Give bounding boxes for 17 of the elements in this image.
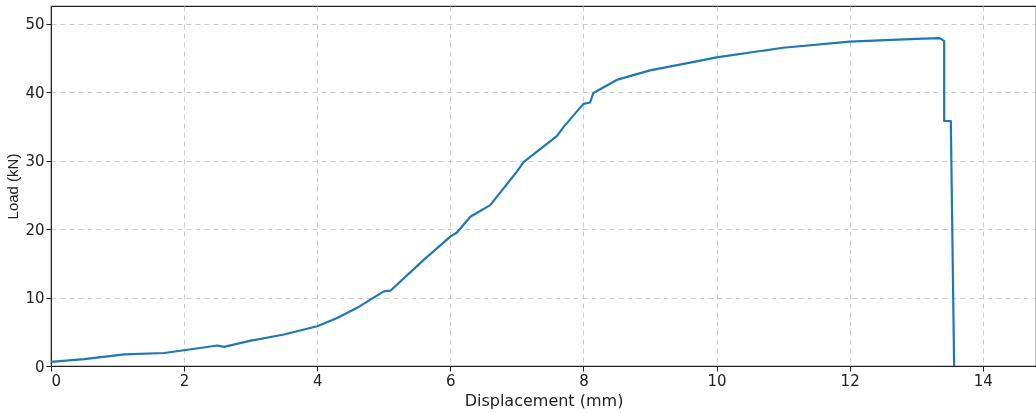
x-tick-label: 12: [840, 371, 860, 390]
x-tick-label: 6: [446, 371, 456, 390]
x-tick-label: 2: [179, 371, 190, 390]
x-tick-label: 10: [707, 371, 727, 390]
y-tick-label: 20: [25, 220, 45, 239]
y-tick-label: 50: [25, 15, 45, 34]
y-tick-label: 0: [34, 357, 45, 376]
x-axis-title: Displacement (mm): [464, 390, 624, 410]
y-tick-label: 40: [25, 83, 45, 102]
y-tick-label: 30: [25, 152, 45, 171]
x-tick-label: 8: [579, 371, 589, 390]
x-tick-label: 0: [51, 371, 62, 390]
y-tick-label: 10: [25, 289, 45, 308]
x-tick-label: 4: [312, 371, 323, 390]
y-axis-title: Load (kN): [4, 153, 22, 220]
line-series: [51, 37, 956, 366]
x-tick-label: 14: [973, 371, 993, 390]
